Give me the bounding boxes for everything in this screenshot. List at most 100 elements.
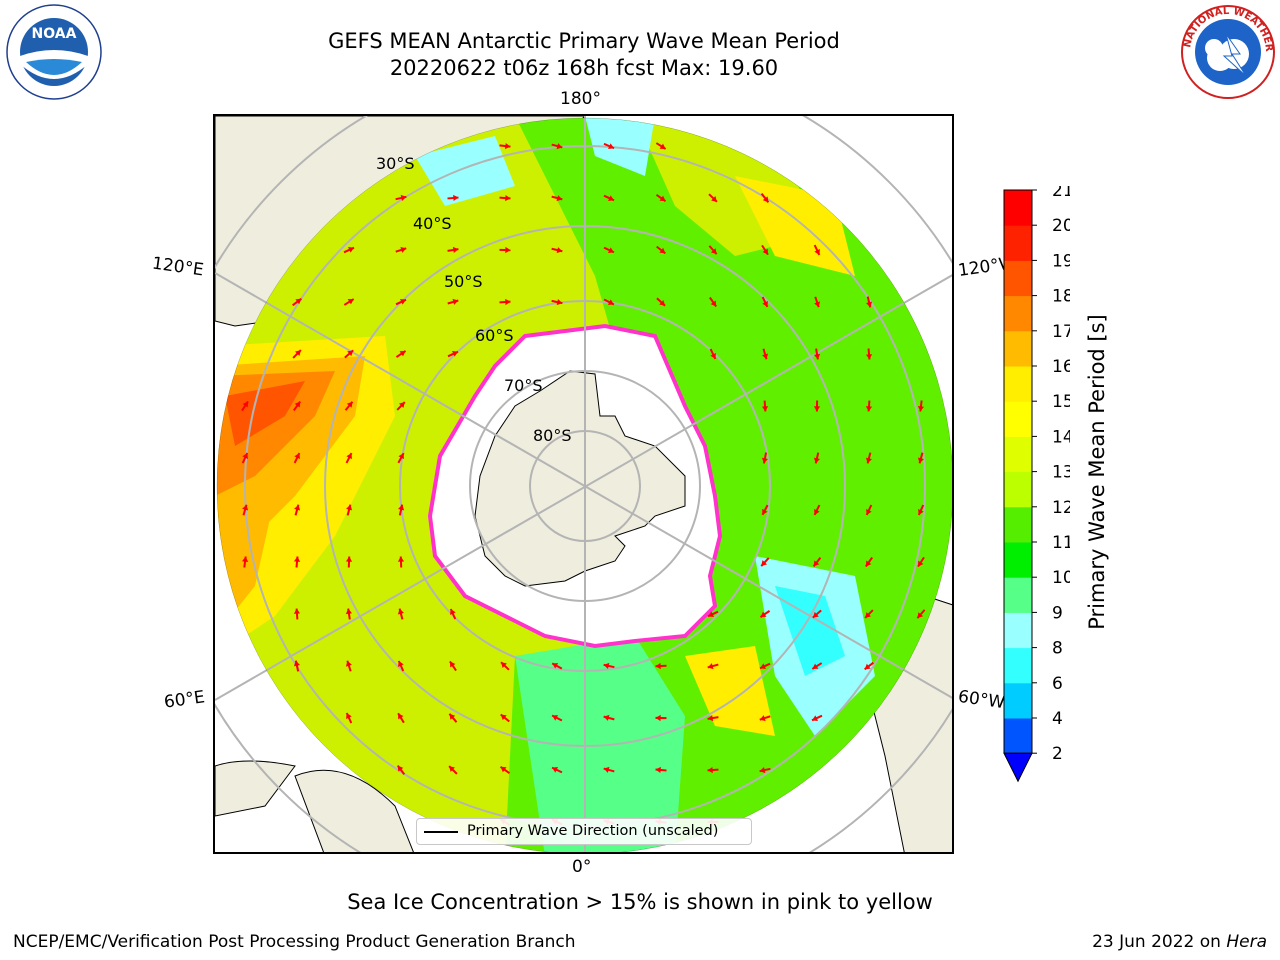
chart-subtitle: 20220622 t06z 168h fcst Max: 19.60: [389, 56, 779, 80]
wave-arrow-head: [505, 194, 511, 202]
wave-arrow-head: [865, 612, 871, 618]
wave-arrow-head: [813, 560, 820, 567]
colorbar-tick-label: 8: [1052, 639, 1063, 659]
lon-label-120e: 120°E: [150, 253, 205, 281]
wave-arrow-head: [397, 608, 404, 615]
wave-arrow-head: [241, 556, 249, 563]
wave-arrow-head: [556, 195, 563, 202]
wave-arrow-head: [397, 765, 404, 772]
wave-arrow-head: [812, 715, 818, 721]
colorbar-title: Primary Wave Mean Period [s]: [1085, 314, 1109, 630]
wave-arrow-head: [452, 298, 459, 305]
wave-arrow-head: [295, 350, 301, 356]
lat-label-80s: 80°S: [533, 426, 572, 445]
wave-arrow-head: [556, 299, 563, 306]
wave-arrow-head: [707, 766, 713, 774]
wave-arrow-head: [400, 246, 407, 253]
colorbar-tick-label: 18: [1052, 287, 1070, 307]
colorbar-tick-label: 17: [1052, 322, 1070, 342]
wave-arrow-head: [552, 715, 559, 721]
sea-ice-note: Sea Ice Concentration > 15% is shown in …: [347, 890, 933, 914]
wave-arrow-head: [346, 453, 352, 460]
colorbar-tick-label: 9: [1052, 603, 1063, 623]
wave-arrow-head: [293, 660, 300, 667]
wave-arrow-head: [293, 556, 301, 562]
lat-label-60s: 60°S: [475, 326, 514, 345]
wave-arrow-head: [398, 660, 404, 667]
colorbar-tick-label: 2: [1052, 744, 1063, 764]
wave-arrow-head: [762, 300, 768, 307]
chart-title: GEFS MEAN Antarctic Primary Wave Mean Pe…: [328, 29, 840, 53]
wave-arrow-head: [398, 504, 405, 511]
wave-arrow-head: [710, 300, 717, 307]
wave-arrow-head: [398, 713, 404, 720]
wave-arrow-head: [603, 662, 610, 669]
colorbar-tick-label: 16: [1052, 357, 1070, 377]
lon-label-60e: 60°E: [162, 687, 207, 713]
wave-arrow-head: [242, 504, 249, 511]
wave-arrow-head: [761, 457, 768, 464]
colorbar-extend-min: [1003, 752, 1033, 783]
wave-arrow-head: [918, 509, 924, 516]
wave-arrow-head: [760, 611, 767, 618]
wave-arrow-head: [762, 508, 768, 515]
colorbar-segment: [1004, 612, 1032, 649]
wave-arrow-head: [400, 299, 406, 305]
colorbar-tick-label: 13: [1052, 463, 1070, 483]
wave-arrow-head: [917, 405, 925, 412]
wave-arrow-head: [345, 608, 353, 615]
wave-arrow-head: [294, 504, 301, 511]
wave-arrow-head: [398, 453, 404, 460]
colorbar-segment: [1004, 682, 1032, 719]
wave-arrow-head: [552, 767, 559, 773]
wave-arrow-head: [659, 195, 666, 202]
colorbar-tick-label: 12: [1052, 498, 1070, 518]
lat-label-30s: 30°S: [376, 154, 415, 173]
wave-arrow-head: [347, 350, 354, 357]
colorbar-segment: [1004, 401, 1032, 437]
colorbar-tick-label: 4: [1052, 709, 1063, 729]
colorbar-segment: [1004, 436, 1032, 473]
wave-arrow-head: [504, 142, 511, 150]
wave-arrow-head: [345, 660, 352, 667]
colorbar-segment: [1004, 506, 1032, 543]
wave-arrow-head: [608, 195, 614, 201]
wave-arrow-head: [295, 298, 302, 305]
nws-logo-icon: NATIONAL WEATHER SERVICE: [1174, 0, 1278, 104]
wave-arrow-head: [242, 453, 248, 459]
colorbar-segment: [1004, 366, 1032, 402]
wave-arrow-head: [865, 354, 873, 360]
colorbar-segment: [1004, 295, 1032, 332]
wave-arrow-head: [501, 662, 507, 668]
wave-arrow-head: [294, 401, 301, 408]
wave-arrow-head: [452, 351, 458, 357]
legend-label: Primary Wave Direction (unscaled): [467, 823, 719, 839]
wave-arrow-head: [346, 712, 352, 719]
colorbar-tick-label: 15: [1052, 392, 1070, 412]
wave-arrow-head: [814, 301, 821, 308]
wave-arrow-head: [348, 247, 354, 253]
wave-arrow-head: [659, 143, 666, 149]
wave-arrow-head: [608, 143, 615, 149]
wave-arrow-head: [812, 611, 819, 618]
wave-arrow-head: [505, 298, 511, 306]
wave-arrow-head: [603, 766, 610, 773]
wave-arrow-head: [812, 663, 819, 669]
wave-arrow-head: [607, 299, 614, 305]
wave-arrow-head: [449, 713, 456, 720]
wave-arrow-head: [708, 611, 714, 617]
colorbar-tick-label: 10: [1052, 568, 1070, 588]
colorbar-segment: [1004, 718, 1032, 754]
wave-arrow-head: [760, 663, 766, 669]
wave-arrow-head: [865, 406, 873, 412]
colorbar-tick-label: 19: [1052, 251, 1070, 271]
wave-arrow-head: [556, 247, 563, 254]
wave-arrow-head: [759, 767, 766, 774]
wave-arrow-head: [813, 457, 820, 464]
colorbar-segment: [1004, 225, 1032, 261]
lat-label-40s: 40°S: [413, 214, 452, 233]
wave-arrow-head: [762, 196, 769, 203]
map-panel: [213, 114, 954, 854]
wave-arrow-head: [814, 353, 821, 360]
wave-arrow-head: [399, 402, 405, 408]
